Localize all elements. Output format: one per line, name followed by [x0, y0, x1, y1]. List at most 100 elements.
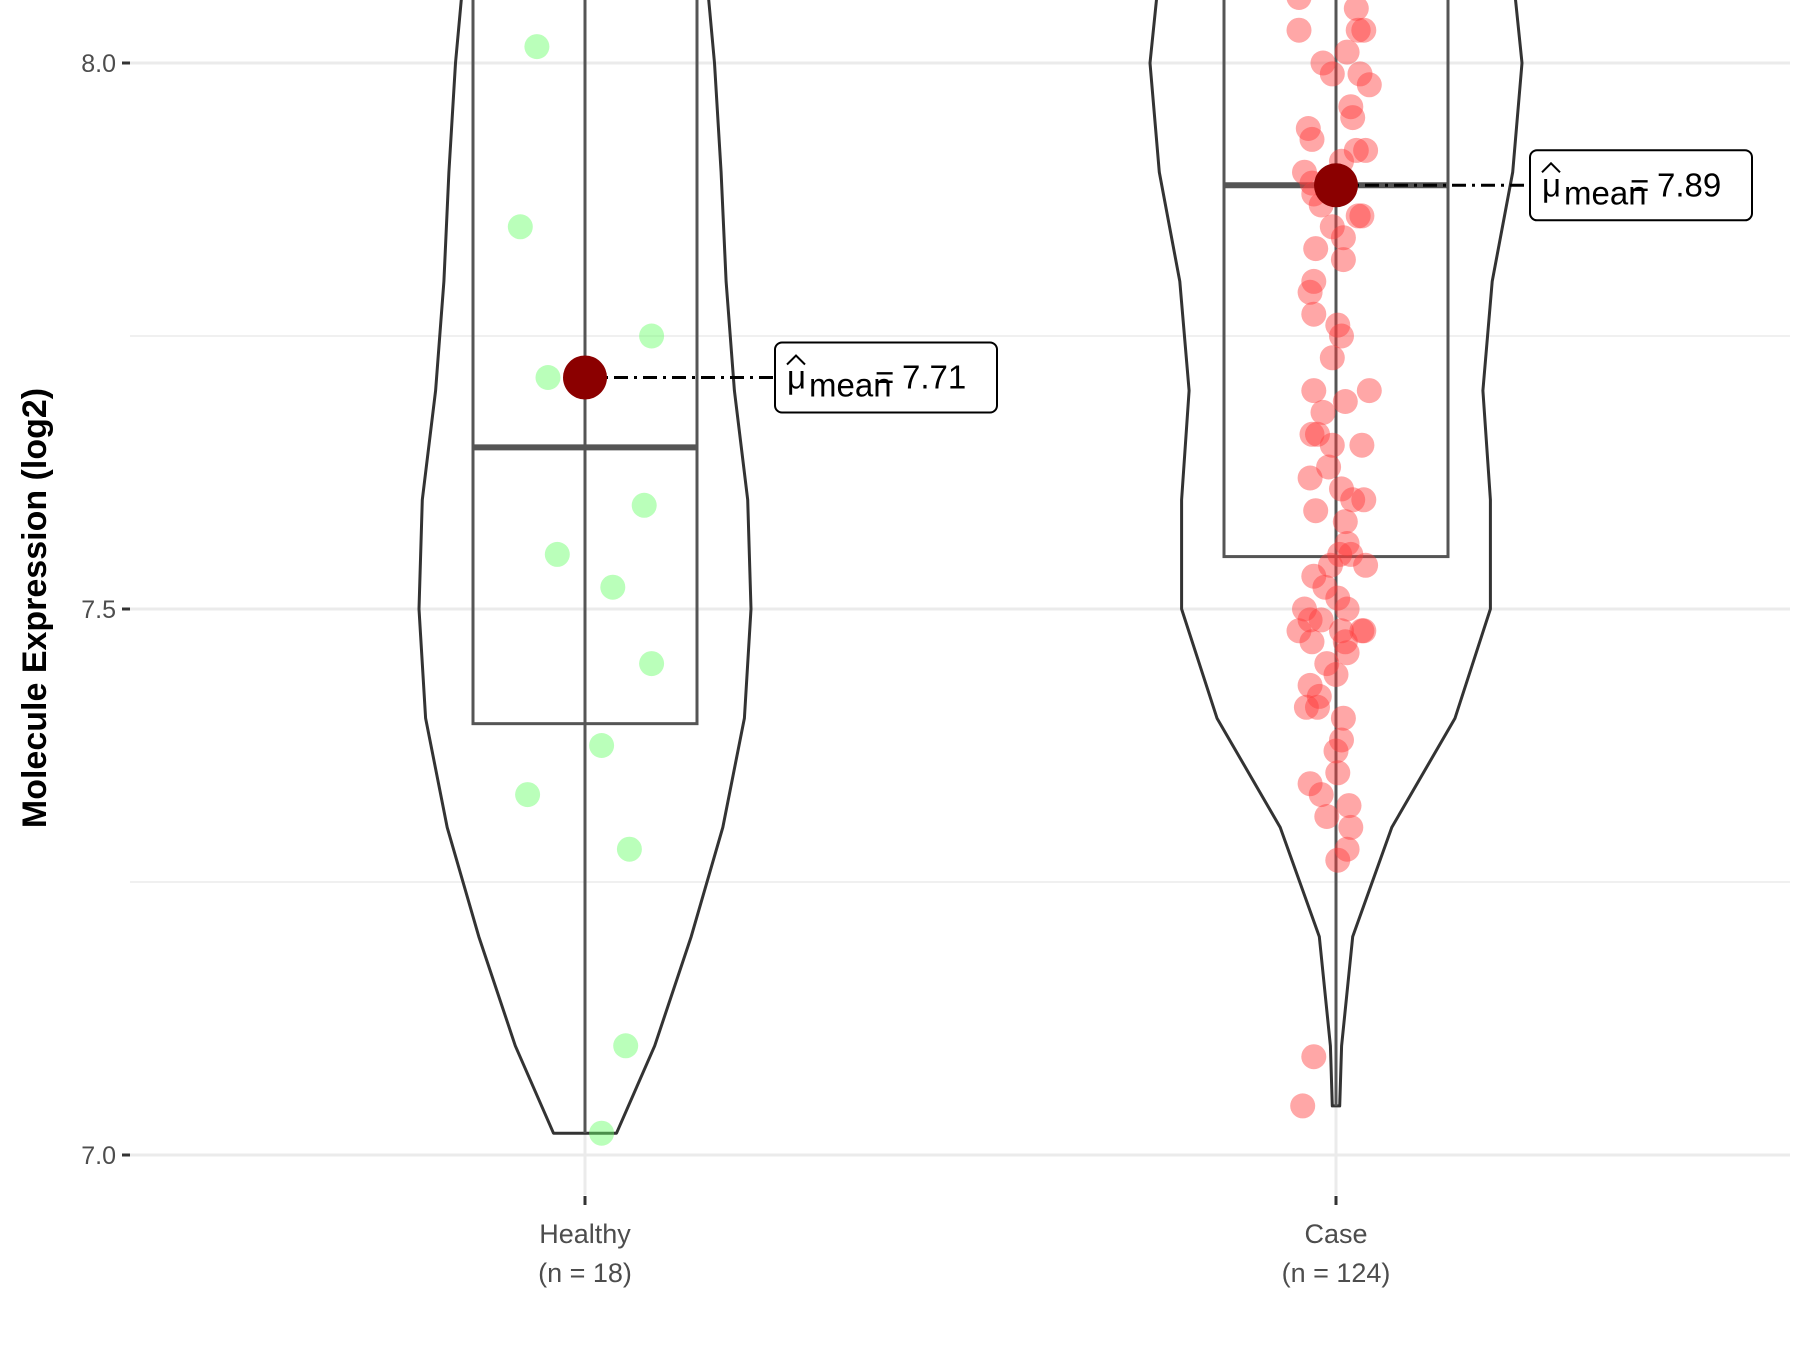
data-point: [589, 733, 615, 758]
data-point: [1297, 672, 1323, 698]
box-case: [1222, 0, 1450, 559]
y-tick-label: 7.5: [81, 596, 116, 624]
data-point: [1297, 607, 1323, 633]
data-point: [1312, 574, 1338, 600]
mean-marker: [1314, 163, 1358, 208]
data-point: [1292, 159, 1317, 185]
data-point: [1319, 61, 1345, 87]
data-point: [589, 1120, 615, 1146]
data-point: [1301, 563, 1327, 589]
data-point: [1303, 236, 1329, 262]
data-point: [544, 541, 570, 567]
mean-subscript: mean: [1564, 174, 1647, 211]
equals-sign: =: [875, 358, 894, 395]
data-point: [1353, 552, 1379, 578]
data-point: [1329, 476, 1354, 502]
data-point: [1334, 39, 1360, 65]
data-point: [1319, 214, 1345, 240]
data-point: [1293, 694, 1319, 720]
x-sample-size-label: (n = 18): [538, 1258, 632, 1288]
data-point: [1329, 323, 1354, 349]
data-point: [639, 323, 665, 349]
mean-markers: μ mean= 7.71μ mean= 7.89: [563, 149, 1753, 414]
data-point: [1325, 585, 1351, 611]
data-point: [1318, 552, 1343, 578]
data-point: [1310, 50, 1336, 76]
data-point: [1329, 727, 1354, 753]
x-axis: Healthy (n = 18) Case (n = 124): [538, 1196, 1390, 1288]
data-point: [1323, 662, 1349, 687]
data-point: [1338, 541, 1364, 567]
mean-value: 7.89: [1657, 166, 1721, 203]
data-point: [535, 365, 561, 390]
data-point: [1349, 203, 1375, 229]
data-point: [1338, 94, 1364, 120]
y-tick-label: 8.0: [81, 50, 116, 78]
data-point: [1316, 454, 1342, 480]
boxplots: [471, 0, 1450, 1134]
mean-subscript: mean: [809, 366, 892, 403]
data-point: [1319, 432, 1345, 458]
data-point: [1314, 804, 1340, 829]
data-point: [1299, 629, 1325, 655]
data-point: [1308, 607, 1334, 633]
data-point: [1292, 596, 1317, 622]
data-point: [1290, 1093, 1316, 1119]
data-point: [1301, 378, 1327, 404]
y-tick-label: 7.0: [81, 1142, 116, 1170]
data-point: [1340, 487, 1366, 513]
data-point: [1306, 683, 1332, 709]
hat-icon: [786, 354, 806, 366]
data-point: [1334, 531, 1360, 556]
data-point: [1330, 705, 1356, 731]
x-category-label: Healthy: [539, 1219, 631, 1249]
data-point: [1345, 17, 1371, 43]
violin-case: [1148, 0, 1524, 1108]
data-point: [600, 574, 626, 600]
mean-label: μ mean= 7.89: [1529, 149, 1753, 222]
y-axis-title: Molecule Expression (log2): [16, 388, 54, 828]
data-point: [1299, 126, 1325, 152]
data-point: [1340, 105, 1366, 131]
data-point: [1351, 618, 1377, 644]
data-point: [1327, 541, 1353, 567]
mu-symbol: μ: [787, 358, 806, 395]
x-category-label: Case: [1304, 1219, 1367, 1249]
data-point: [1325, 847, 1351, 873]
violins: [417, 0, 1524, 1135]
data-point: [1323, 738, 1349, 764]
data-point: [1329, 618, 1354, 644]
mean-value: 7.71: [902, 358, 966, 395]
mean-label-box: [1529, 149, 1753, 222]
data-point: [1356, 72, 1382, 98]
data-point: [1325, 760, 1351, 786]
data-point: [1314, 651, 1340, 677]
violin-healthy: [417, 0, 753, 1135]
data-point: [1301, 301, 1327, 327]
data-point: [515, 782, 541, 808]
data-point: [1334, 836, 1360, 862]
data-point: [1310, 399, 1336, 425]
x-sample-size-label: (n = 124): [1282, 1258, 1391, 1288]
data-point: [1286, 17, 1312, 43]
mean-label-box: [774, 341, 998, 414]
data-point: [639, 651, 665, 677]
data-point: [1330, 247, 1356, 273]
y-axis: 7.07.58.08.59.0: [81, 50, 130, 1170]
data-point: [1286, 0, 1312, 10]
data-point: [1297, 465, 1323, 491]
data-point: [507, 214, 533, 240]
data-point: [1286, 618, 1312, 644]
data-point: [1325, 312, 1351, 338]
data-point: [1332, 389, 1358, 414]
mean-marker: [563, 355, 607, 400]
data-point: [1351, 17, 1377, 43]
data-point: [1351, 487, 1377, 513]
data-point: [1301, 268, 1327, 294]
data-point: [1343, 0, 1369, 21]
data-point: [1299, 421, 1325, 447]
data-point: [1334, 596, 1360, 622]
data-point: [1343, 137, 1369, 163]
data-point: [1297, 771, 1323, 797]
